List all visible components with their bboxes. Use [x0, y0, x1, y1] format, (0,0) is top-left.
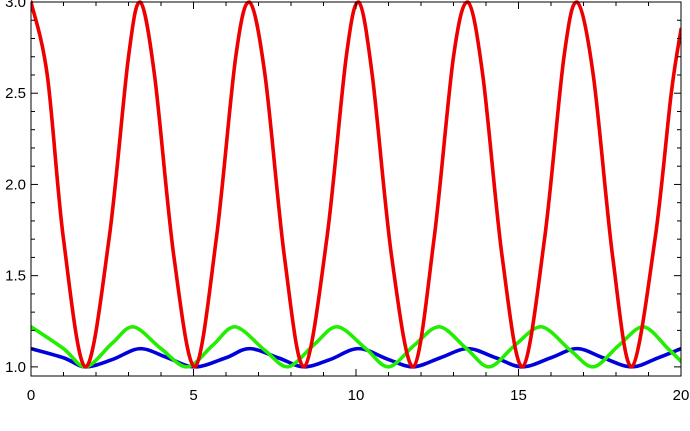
x-tick-label: 20	[673, 387, 690, 404]
series-line-2	[31, 324, 681, 369]
y-tick-label: 3.0	[5, 0, 26, 11]
y-tick-label: 2.5	[5, 85, 26, 102]
x-tick-label: 0	[27, 387, 35, 404]
series-line-3	[31, 0, 681, 369]
series-layer	[31, 0, 681, 369]
labels-layer: 0 5 10 15 20 1.0 1.5 2.0 2.5 3.0	[5, 0, 689, 404]
y-tick-label: 1.5	[5, 268, 26, 285]
y-tick-label: 2.0	[5, 176, 26, 193]
x-tick-label: 10	[348, 387, 365, 404]
series-line-1	[31, 346, 681, 369]
x-tick-label: 15	[510, 387, 527, 404]
x-tick-label: 5	[189, 387, 197, 404]
y-tick-label: 1.0	[5, 359, 26, 376]
ticks-layer	[30, 1, 682, 376]
